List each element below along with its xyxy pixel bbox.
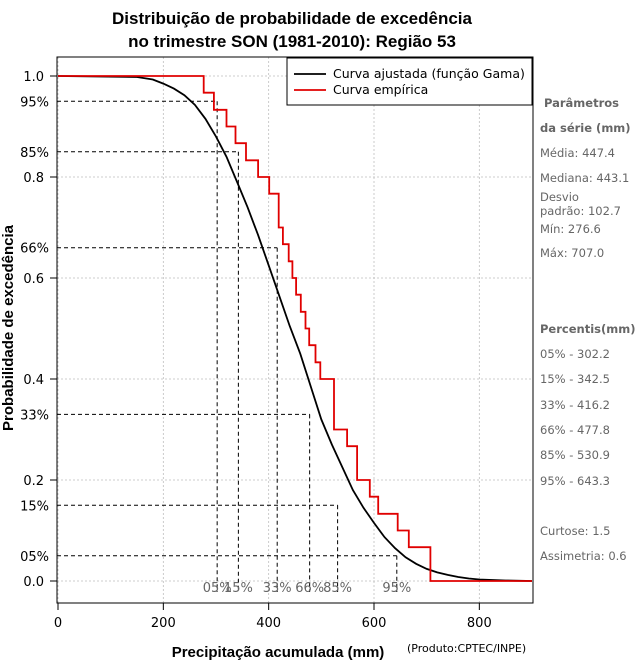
percentile-ylabel-2: 66% <box>20 242 49 257</box>
y-axis-label: Probabilidade de excedência <box>0 224 17 431</box>
x-axis-ticks: 0 200 400 600 800 <box>54 603 492 631</box>
param-desvio-line1: Desvio <box>540 190 579 204</box>
chart-title-line1: Distribuição de probabilidade de excedên… <box>112 9 472 28</box>
param-min: Mín: 276.6 <box>540 222 601 236</box>
percentile-xlabel-5: 95% <box>382 581 411 596</box>
stat-curtose: Curtose: 1.5 <box>540 524 610 538</box>
y-tick-label-2: 0.4 <box>23 373 44 388</box>
percentile-xlabel-4: 85% <box>323 581 352 596</box>
percentile-ylabel-4: 15% <box>20 499 49 514</box>
legend-box <box>286 57 533 106</box>
param-mediana: Mediana: 443.1 <box>540 171 629 185</box>
percentis-heading: Percentis(mm) <box>540 322 635 336</box>
percentil-66: 66% - 477.8 <box>540 423 610 437</box>
series-layer <box>57 75 533 582</box>
x-tick-label-0: 0 <box>54 616 62 631</box>
legend-label-fitted: Curva ajustada (função Gama) <box>333 66 525 81</box>
y-axis-ticks: 0.0 0.2 0.4 0.6 0.8 1.0 <box>23 70 57 590</box>
chart-title-line2: no trimestre SON (1981-2010): Região 53 <box>128 32 456 51</box>
legend-label-empirical: Curva empírica <box>333 82 428 97</box>
legend: Curva ajustada (função Gama) Curva empír… <box>286 57 533 106</box>
plot-frame <box>56 56 534 604</box>
percentile-xlabel-2: 33% <box>263 581 292 596</box>
percentil-15: 15% - 342.5 <box>540 372 610 386</box>
params-heading-line1: Parâmetros <box>544 96 619 110</box>
stat-assimetria: Assimetria: 0.6 <box>540 549 627 563</box>
grid-lines <box>57 57 533 603</box>
param-media: Média: 447.4 <box>540 146 615 160</box>
x-tick-label-1: 200 <box>151 616 176 631</box>
y-tick-label-3: 0.6 <box>23 272 44 287</box>
percentile-ylabel-3: 33% <box>20 408 49 423</box>
series-empirical-step-line <box>58 75 532 582</box>
x-tick-label-3: 600 <box>362 616 387 631</box>
percentile-ylabel-0: 95% <box>20 95 49 110</box>
percentile-ylabel-1: 85% <box>20 146 49 161</box>
y-tick-label-4: 0.8 <box>23 171 44 186</box>
params-heading-line2: da série (mm) <box>540 121 631 135</box>
y-tick-label-1: 0.2 <box>23 474 44 489</box>
series-fitted-gamma-line <box>57 75 533 582</box>
percentile-guide-lines: 95%05%85%15%66%33%33%66%15%85%05%95% <box>20 95 411 596</box>
product-credit: (Produto:CPTEC/INPE) <box>407 642 526 655</box>
x-tick-label-4: 800 <box>467 616 492 631</box>
param-max: Máx: 707.0 <box>540 246 604 260</box>
side-panel: Parâmetros da série (mm) Média: 447.4 Me… <box>540 96 635 563</box>
percentile-xlabel-0: 05% <box>203 581 232 596</box>
percentil-95: 95% - 643.3 <box>540 474 610 488</box>
y-tick-label-5: 1.0 <box>23 70 44 85</box>
percentil-33: 33% - 416.2 <box>540 398 610 412</box>
x-tick-label-2: 400 <box>256 616 281 631</box>
x-axis-label: Precipitação acumulada (mm) <box>172 644 385 660</box>
percentil-05: 05% - 302.2 <box>540 347 610 361</box>
percentile-xlabel-3: 66% <box>295 581 324 596</box>
percentile-xlabel-1: 15% <box>224 581 253 596</box>
percentil-85: 85% - 530.9 <box>540 448 610 462</box>
percentile-ylabel-5: 05% <box>20 550 49 565</box>
y-tick-label-0: 0.0 <box>23 575 44 590</box>
param-desvio-line2: padrão: 102.7 <box>540 204 621 218</box>
